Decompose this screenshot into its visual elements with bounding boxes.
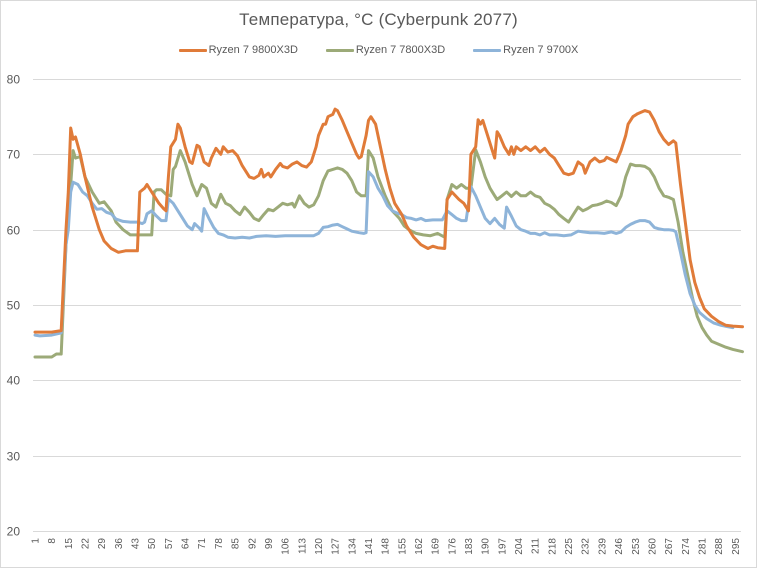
y-tick-label: 80 [7, 73, 21, 87]
x-tick-label: 197 [497, 538, 508, 555]
x-tick-label: 162 [414, 538, 425, 555]
series-line [33, 170, 735, 338]
series-line [33, 107, 744, 334]
y-tick-label: 50 [7, 299, 21, 313]
legend-label: Ryzen 7 9800X3D [208, 44, 298, 56]
x-tick-label: 134 [347, 538, 358, 555]
x-tick-label: 1 [31, 538, 42, 544]
x-tick-label: 8 [47, 538, 58, 544]
x-tick-label: 22 [81, 538, 92, 550]
x-tick-label: 113 [297, 538, 308, 554]
x-tick-label: 92 [247, 538, 258, 550]
x-tick-label: 71 [197, 538, 208, 550]
x-tick-label: 225 [564, 538, 575, 555]
legend-item-9800x3d[interactable]: Ryzen 7 9800X3D [178, 44, 298, 56]
x-tick-label: 148 [381, 538, 392, 555]
legend-swatch-icon [178, 48, 207, 52]
legend-item-9700x[interactable]: Ryzen 7 9700X [473, 44, 578, 56]
x-tick-label: 36 [114, 538, 125, 550]
x-tick-label: 99 [264, 538, 275, 550]
y-tick-label: 70 [7, 148, 21, 162]
x-tick-label: 43 [131, 538, 142, 550]
x-tick-label: 15 [64, 538, 75, 550]
x-tick-label: 141 [364, 538, 375, 555]
x-tick-label: 120 [314, 538, 325, 555]
x-tick-label: 288 [714, 538, 725, 555]
gridlines [33, 79, 741, 532]
y-tick-label: 20 [7, 525, 21, 539]
x-tick-label: 239 [597, 538, 608, 555]
x-axis-labels: 1 8 15 22 29 36 43 50 57 64 71 78 85 92 99 106 113 120 127… [31, 538, 742, 555]
y-axis-labels: 20 30 40 50 60 70 80 [7, 73, 21, 539]
x-tick-label: 106 [281, 538, 292, 555]
x-tick-label: 78 [214, 538, 225, 550]
x-tick-label: 211 [531, 538, 542, 554]
legend-swatch-icon [325, 48, 354, 52]
legend-label: Ryzen 7 9700X [503, 44, 579, 56]
x-tick-label: 50 [147, 538, 158, 550]
x-tick-label: 64 [181, 538, 192, 550]
x-tick-label: 218 [547, 538, 558, 555]
x-tick-label: 169 [431, 538, 442, 555]
x-tick-label: 127 [331, 538, 342, 555]
legend-item-7800x3d[interactable]: Ryzen 7 7800X3D [325, 44, 446, 56]
x-tick-label: 155 [397, 538, 408, 555]
x-tick-label: 281 [697, 538, 708, 555]
chart-legend: Ryzen 7 9800X3D Ryzen 7 7800X3D Ryzen 7 … [0, 44, 757, 56]
x-tick-label: 274 [681, 538, 692, 555]
x-tick-label: 29 [97, 538, 108, 550]
x-tick-label: 232 [581, 538, 592, 555]
x-tick-label: 260 [647, 538, 658, 555]
x-tick-label: 85 [231, 538, 242, 550]
x-tick-label: 57 [164, 538, 175, 550]
y-tick-label: 40 [7, 374, 21, 388]
legend-label: Ryzen 7 7800X3D [355, 44, 446, 56]
x-tick-label: 267 [664, 538, 675, 555]
x-tick-label: 190 [481, 538, 492, 555]
legend-swatch-icon [473, 48, 502, 52]
chart-title: Температура, °C (Cyberpunk 2077) [239, 10, 518, 29]
series-line [33, 148, 744, 359]
y-tick-label: 60 [7, 224, 21, 238]
x-tick-label: 176 [447, 538, 458, 555]
x-tick-label: 183 [464, 538, 475, 555]
data-series [33, 107, 744, 359]
x-tick-label: 246 [614, 538, 625, 555]
x-tick-label: 253 [631, 538, 642, 555]
x-tick-label: 295 [731, 538, 742, 555]
x-tick-label: 204 [514, 538, 525, 555]
y-tick-label: 30 [7, 450, 21, 464]
